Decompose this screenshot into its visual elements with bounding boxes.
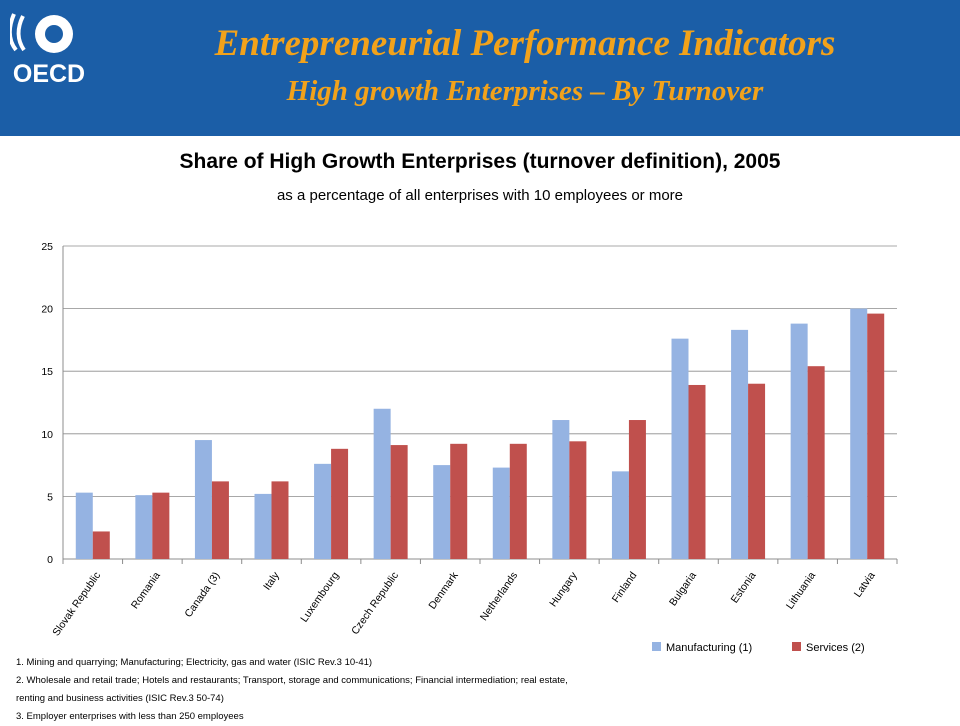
legend-swatch (652, 642, 661, 651)
chart-title: Share of High Growth Enterprises (turnov… (179, 150, 781, 173)
footnote-3: 3. Employer enterprises with less than 2… (16, 711, 244, 722)
bar-manufacturing (552, 420, 570, 559)
bar-manufacturing (790, 323, 808, 559)
x-tick-label: Estonia (729, 570, 759, 606)
footnote-1: 1. Mining and quarrying; Manufacturing; … (16, 657, 373, 668)
chart-subtitle: as a percentage of all enterprises with … (276, 187, 684, 204)
footnote-2-cont: renting and business activities (ISIC Re… (16, 693, 224, 704)
bar-manufacturing (433, 465, 451, 559)
bar-manufacturing (314, 463, 332, 559)
bar-manufacturing (850, 308, 868, 559)
bar-services (748, 383, 766, 559)
bar-services (509, 443, 527, 559)
oecd-logo-text: OECD (13, 60, 85, 86)
bar-manufacturing (254, 493, 272, 559)
x-tick-label: Romania (129, 570, 163, 611)
bar-services (807, 366, 825, 559)
slide-header: OECD Entrepreneurial Performance Indicat… (0, 0, 960, 136)
bar-manufacturing (135, 495, 153, 559)
y-tick-label: 0 (47, 554, 53, 566)
x-tick-label: Finland (610, 570, 640, 605)
legend-swatch (792, 642, 801, 651)
legend-label: Manufacturing (1) (666, 642, 752, 654)
slide-subtitle: High growth Enterprises – By Turnover (286, 75, 764, 107)
x-tick-label: Denmark (426, 569, 461, 611)
bar-services (688, 384, 706, 559)
y-tick-label: 20 (41, 304, 53, 316)
x-tick-label: Bulgaria (667, 570, 699, 609)
footnotes: 1. Mining and quarrying; Manufacturing; … (16, 654, 716, 726)
bar-services (569, 441, 587, 559)
bar-manufacturing (75, 492, 93, 559)
bar-services (390, 445, 408, 559)
bar-services (152, 492, 170, 559)
bar-manufacturing (611, 471, 629, 559)
bar-services (211, 481, 229, 559)
x-tick-label: Slovak Republic (50, 570, 103, 639)
bar-services (867, 313, 885, 559)
x-tick-label: Canada (3) (182, 570, 222, 620)
x-tick-label: Czech Republic (349, 570, 401, 637)
bar-manufacturing (671, 338, 689, 559)
bar-manufacturing (731, 329, 749, 559)
bar-services (628, 420, 646, 559)
y-tick-label: 15 (41, 366, 53, 378)
x-tick-label: Netherlands (478, 570, 520, 623)
bar-services (331, 448, 349, 559)
x-tick-label: Lithuania (784, 570, 818, 612)
slide-title: Entrepreneurial Performance Indicators (214, 23, 836, 64)
bar-services (450, 443, 468, 559)
x-tick-label: Italy (261, 569, 282, 592)
bar-manufacturing (194, 440, 212, 559)
x-tick-label: Latvia (852, 570, 878, 600)
bar-services (92, 531, 110, 559)
oecd-logo: OECD (10, 13, 85, 86)
y-tick-label: 5 (47, 491, 53, 503)
x-tick-label: Luxembourg (298, 570, 341, 625)
y-tick-label: 10 (41, 429, 53, 441)
footnote-2: 2. Wholesale and retail trade; Hotels an… (16, 675, 568, 686)
legend-label: Services (2) (806, 642, 865, 654)
bar-manufacturing (492, 467, 510, 559)
y-tick-label: 25 (41, 241, 53, 253)
bar-manufacturing (373, 408, 391, 559)
bar-services (271, 481, 289, 559)
x-tick-label: Hungary (547, 569, 580, 609)
